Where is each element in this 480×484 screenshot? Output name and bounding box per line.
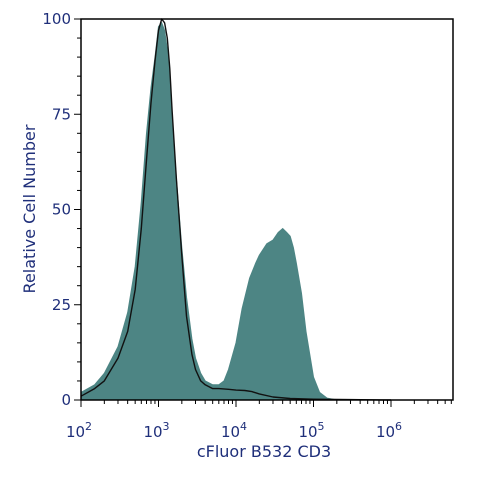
x-tick-label-4: 105 bbox=[298, 420, 324, 441]
y-tick-label-1: 0 bbox=[61, 391, 71, 409]
y-tick-label-3: 50 bbox=[52, 201, 71, 219]
x-tick-label-5: 106 bbox=[376, 420, 402, 441]
histogram-fill-series-1 bbox=[80, 21, 337, 401]
y-tick-label-4: 75 bbox=[52, 105, 71, 123]
x-axis-label: cFluor B532 CD3 bbox=[197, 442, 331, 461]
x-tick-label-3: 104 bbox=[221, 420, 247, 441]
histogram-line-series-2 bbox=[80, 18, 392, 401]
x-tick-label-1: 102 bbox=[66, 420, 92, 441]
y-tick-label-5: 100 bbox=[42, 10, 71, 28]
plot-layer bbox=[80, 18, 392, 401]
axis-layer: 102 103 104 105 106 0 25 50 75 100 bbox=[42, 10, 452, 441]
y-tick-label-2: 25 bbox=[52, 296, 71, 314]
y-axis-label: Relative Cell Number bbox=[20, 124, 39, 293]
x-tick-label-2: 103 bbox=[143, 420, 169, 441]
